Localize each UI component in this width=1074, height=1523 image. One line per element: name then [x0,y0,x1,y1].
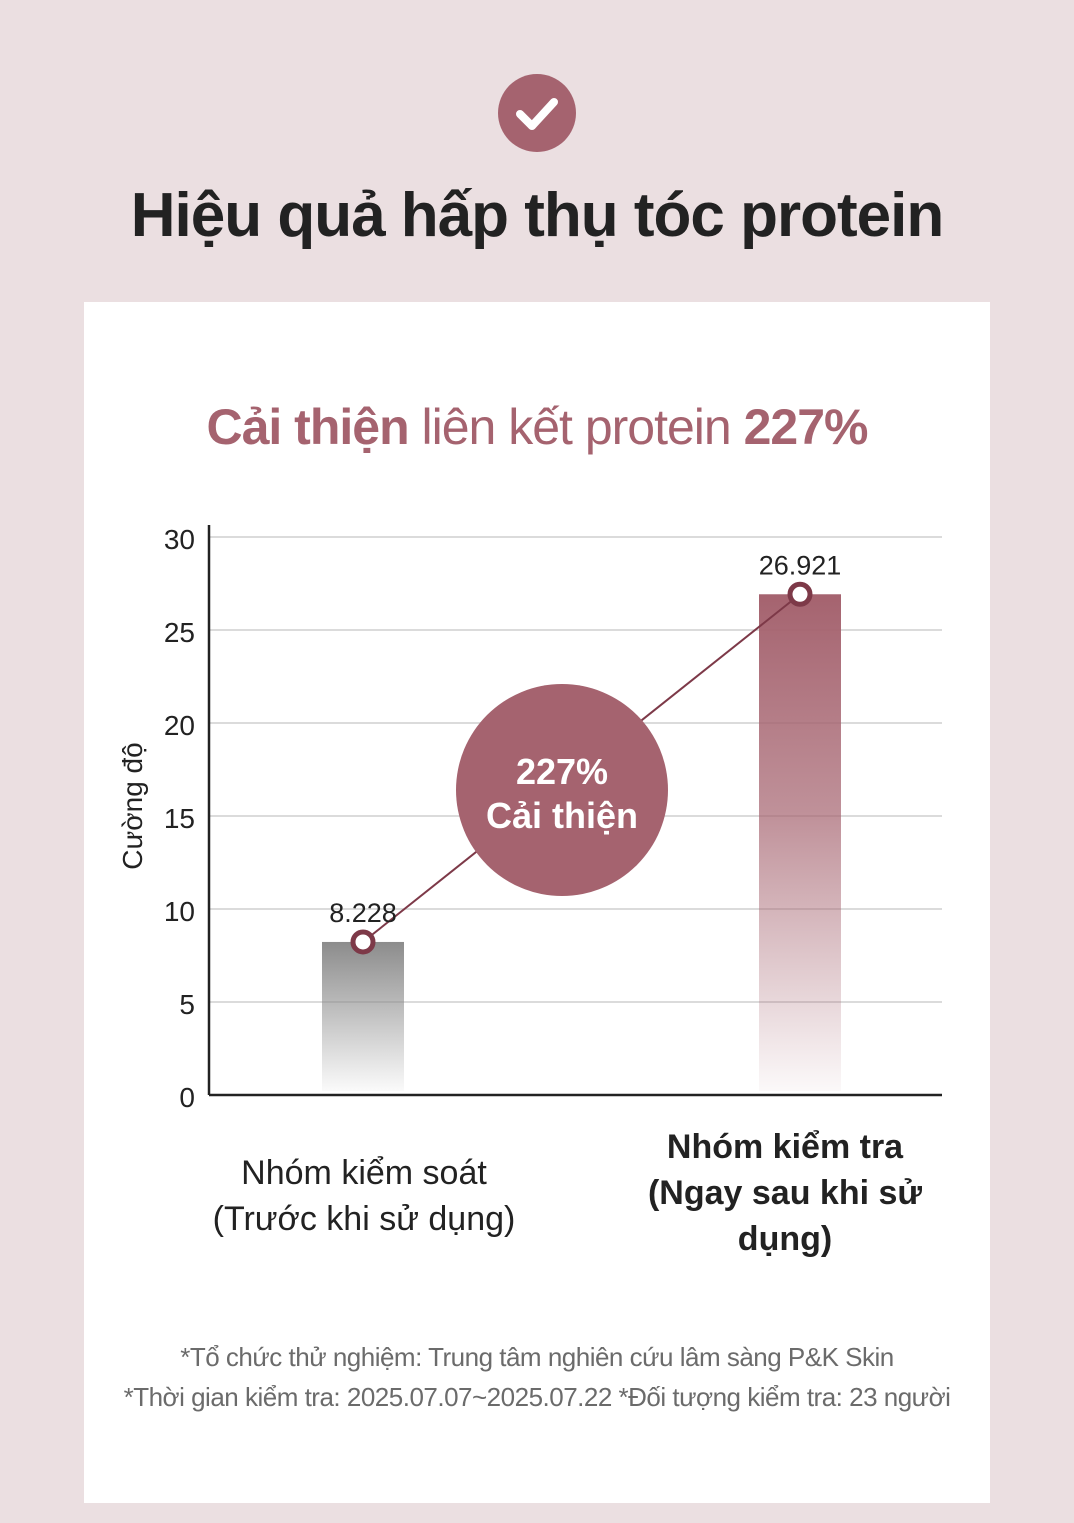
bar-0 [322,941,404,1091]
y-tick-label: 15 [164,803,195,834]
improvement-badge-label: Cải thiện [486,795,638,836]
chart-headline: Cải thiện liên kết protein 227% [84,398,990,456]
value-label-1: 26.921 [759,550,842,580]
check-icon [516,98,558,130]
category-label-test: Nhóm kiểm tra (Ngay sau khi sử dụng) [640,1124,930,1262]
footnote-organization: *Tổ chức thử nghiệm: Trung tâm nghiên cứ… [180,1342,894,1372]
bar-1 [759,594,841,1091]
chart-card: Cải thiện liên kết protein 227% 0 5 10 15 20… [84,302,990,1503]
page-title: Hiệu quả hấp thụ tóc protein [130,181,944,250]
headline-emphasis: Cải thiện [206,399,409,455]
y-axis-label: Cường độ [117,742,148,869]
y-tick-label: 0 [179,1082,195,1113]
category-label-line: Nhóm kiểm tra [666,1128,904,1166]
y-tick-label: 20 [164,710,195,741]
footnote-period: *Thời gian kiểm tra: 2025.07.07~2025.07.… [123,1382,951,1412]
check-badge [498,74,576,152]
category-label-line: dụng) [737,1220,833,1258]
improvement-badge-percent: 227% [516,751,608,792]
category-label-line: (Trước khi sử dụng) [212,1200,516,1238]
y-tick-label: 25 [164,617,195,648]
headline-percent: 227% [743,399,869,455]
category-label-control: Nhóm kiểm soát (Trước khi sử dụng) [204,1150,524,1242]
y-tick-label: 10 [164,896,195,927]
y-tick-label: 30 [164,524,195,555]
headline-middle: liên kết protein [408,399,744,455]
category-label-line: Nhóm kiểm soát [241,1154,487,1192]
y-tick-label: 5 [179,989,195,1020]
bar-chart: 0 5 10 15 20 25 30 Cường độ 227%Cải thiện 8.228 26… [117,524,942,1113]
data-point-0 [350,929,376,955]
category-label-line: (Ngay sau khi sử [647,1174,923,1212]
improvement-badge [456,684,668,896]
data-point-1 [787,581,813,607]
value-label-0: 8.228 [329,898,397,928]
